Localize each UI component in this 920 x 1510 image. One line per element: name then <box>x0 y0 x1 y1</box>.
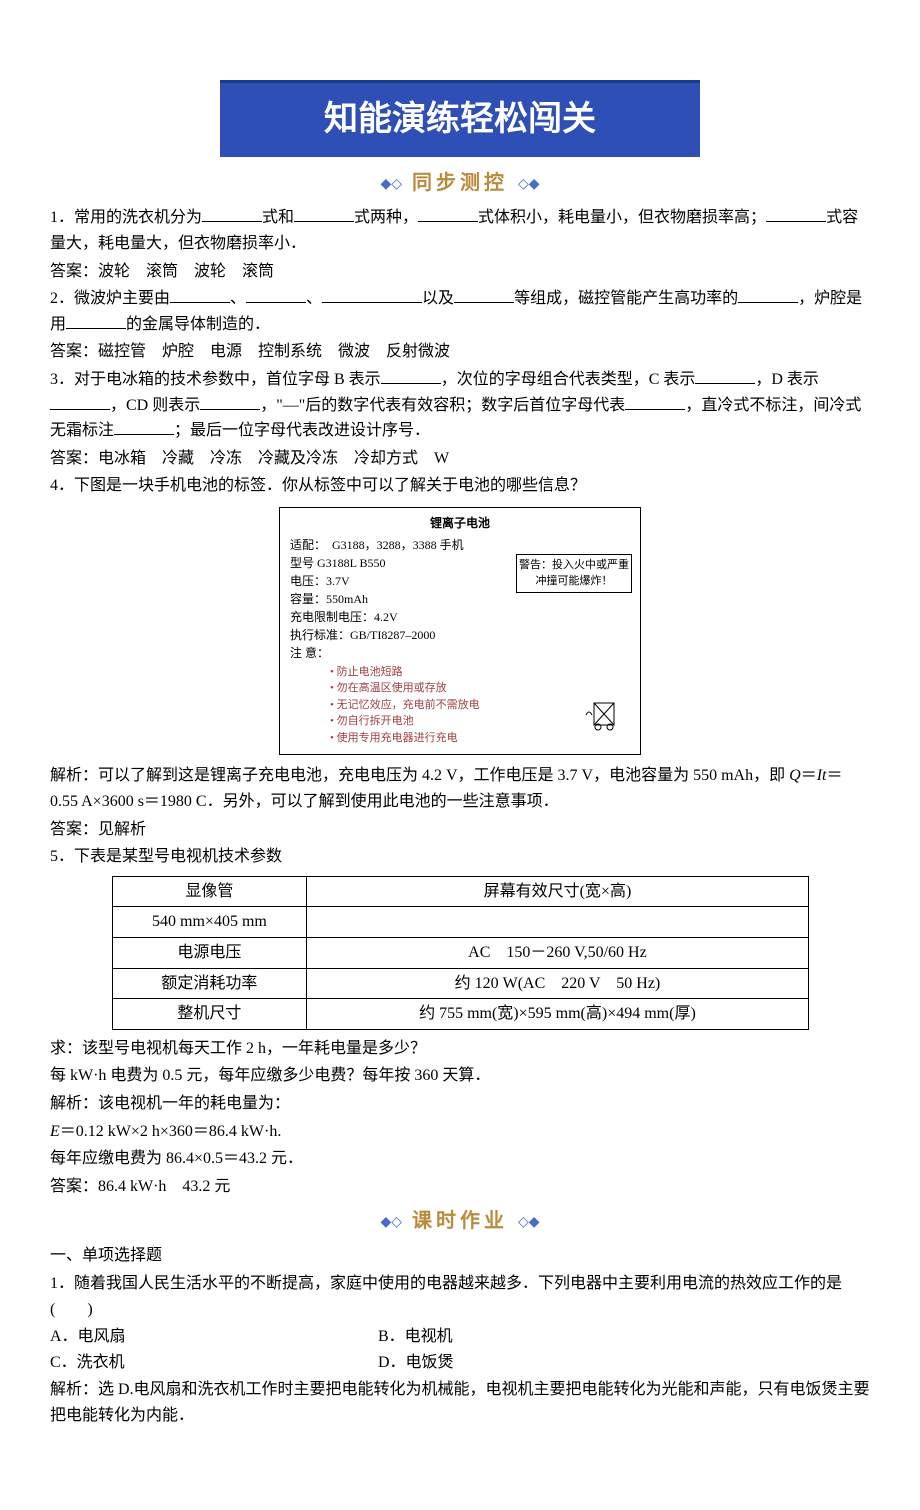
battery-label: 锂离子电池 适配： G3188，3288，3388 手机 型号 G3188L B… <box>279 507 641 756</box>
question-5: 5．下表是某型号电视机技术参数 <box>50 844 870 870</box>
answer-2: 答案：磁控管 炉腔 电源 控制系统 微波 反射微波 <box>50 339 870 365</box>
table-row: 540 mm×405 mm <box>112 907 808 938</box>
label-title: 锂离子电池 <box>290 514 630 532</box>
label-row: 适配： G3188，3288，3388 手机 <box>290 536 630 554</box>
q5-calc: 每年应缴电费为 86.4×0.5＝43.2 元． <box>50 1146 870 1172</box>
label-warning: 警告：投入火中或严重 冲撞可能爆炸！ <box>516 554 632 593</box>
cell: 540 mm×405 mm <box>112 907 307 938</box>
blank <box>418 205 478 222</box>
blank <box>66 312 126 329</box>
title-banner: 知能演练轻松闯关 <box>220 80 700 157</box>
option-a: A．电风扇 <box>50 1324 378 1350</box>
cell: 约 120 W(AC 220 V 50 Hz) <box>307 968 808 999</box>
label-row: 执行标准：GB/TI8287–2000 <box>290 626 630 644</box>
label-row: 注 意： <box>290 644 630 662</box>
section-title: 课时作业 <box>406 1210 514 1232</box>
blank <box>381 367 441 384</box>
answer-5: 答案：86.4 kW·h 43.2 元 <box>50 1174 870 1200</box>
blank <box>454 286 514 303</box>
hw-expl: 解析：选 D.电风扇和洗衣机工作时主要把电能转化为机械能，电视机主要把电能转化为… <box>50 1377 870 1428</box>
answer-4: 答案：见解析 <box>50 817 870 843</box>
explanation-4: 解析：可以了解到这是锂离子充电电池，充电电压为 4.2 V，工作电压是 3.7 … <box>50 763 870 814</box>
table-row: 整机尺寸约 755 mm(宽)×595 mm(高)×494 mm(厚) <box>112 999 808 1030</box>
question-3: 3．对于电冰箱的技术参数中，首位字母 B 表示，次位的字母组合代表类型，C 表示… <box>50 367 870 444</box>
cell: 电源电压 <box>112 937 307 968</box>
no-dispose-icon <box>584 693 624 746</box>
cell: 约 755 mm(宽)×595 mm(高)×494 mm(厚) <box>307 999 808 1030</box>
q5-calc: E＝0.12 kW×2 h×360＝86.4 kW·h. <box>50 1119 870 1145</box>
answer-3: 答案：电冰箱 冷藏 冷冻 冷藏及冷冻 冷却方式 W <box>50 446 870 472</box>
blank <box>114 418 174 435</box>
table-row: 显像管屏幕有效尺寸(宽×高) <box>112 876 808 907</box>
question-4: 4．下图是一块手机电池的标签．你从标签中可以了解关于电池的哪些信息？ <box>50 473 870 499</box>
hw-q1: 1．随着我国人民生活水平的不断提高，家庭中使用的电器越来越多．下列电器中主要利用… <box>50 1271 870 1322</box>
blank <box>695 367 755 384</box>
cell: AC 150－260 V,50/60 Hz <box>307 937 808 968</box>
blank <box>50 393 110 410</box>
diamond-icon: ◇◆ <box>518 178 540 193</box>
section-header-1: ◆◇ 同步测控 ◇◆ <box>50 167 870 199</box>
q5-expl: 解析：该电视机一年的耗电量为： <box>50 1091 870 1117</box>
blank <box>322 286 422 303</box>
blank <box>170 286 230 303</box>
blank <box>738 286 798 303</box>
blank <box>246 286 306 303</box>
hw-options: C．洗衣机 D．电饭煲 <box>50 1350 870 1376</box>
answer-1: 答案：波轮 滚筒 波轮 滚筒 <box>50 259 870 285</box>
cell: 屏幕有效尺寸(宽×高) <box>307 876 808 907</box>
cell <box>307 907 808 938</box>
cell: 整机尺寸 <box>112 999 307 1030</box>
diamond-icon: ◆◇ <box>380 1215 402 1230</box>
table-row: 电源电压AC 150－260 V,50/60 Hz <box>112 937 808 968</box>
hw-options: A．电风扇 B．电视机 <box>50 1324 870 1350</box>
question-1: 1．常用的洗衣机分为式和式两种，式体积小，耗电量小，但衣物磨损率高；式容量大，耗… <box>50 205 870 256</box>
blank <box>766 205 826 222</box>
diamond-icon: ◇◆ <box>518 1215 540 1230</box>
section-header-2: ◆◇ 课时作业 ◇◆ <box>50 1205 870 1237</box>
option-c: C．洗衣机 <box>50 1350 378 1376</box>
blank <box>294 205 354 222</box>
blank <box>202 205 262 222</box>
blank <box>625 393 685 410</box>
q5-prompt: 每 kW·h 电费为 0.5 元，每年应缴多少电费？每年按 360 天算． <box>50 1063 870 1089</box>
option-b: B．电视机 <box>378 1324 706 1350</box>
section-title: 同步测控 <box>406 172 514 194</box>
option-d: D．电饭煲 <box>378 1350 706 1376</box>
q5-prompt: 求：该型号电视机每天工作 2 h，一年耗电量是多少？ <box>50 1036 870 1062</box>
label-row: 充电限制电压：4.2V <box>290 608 630 626</box>
diamond-icon: ◆◇ <box>380 178 402 193</box>
note-item: 防止电池短路 <box>330 664 630 681</box>
question-2: 2．微波炉主要由、、以及等组成，磁控管能产生高功率的，炉腔是用的金属导体制造的． <box>50 286 870 337</box>
cell: 显像管 <box>112 876 307 907</box>
hw-category: 一、单项选择题 <box>50 1243 870 1269</box>
blank <box>200 393 260 410</box>
spec-table: 显像管屏幕有效尺寸(宽×高) 540 mm×405 mm 电源电压AC 150－… <box>112 876 809 1030</box>
cell: 额定消耗功率 <box>112 968 307 999</box>
label-notes: 防止电池短路 勿在高温区使用或存放 无记忆效应，充电前不需放电 勿自行拆开电池 … <box>290 664 630 747</box>
table-row: 额定消耗功率约 120 W(AC 220 V 50 Hz) <box>112 968 808 999</box>
